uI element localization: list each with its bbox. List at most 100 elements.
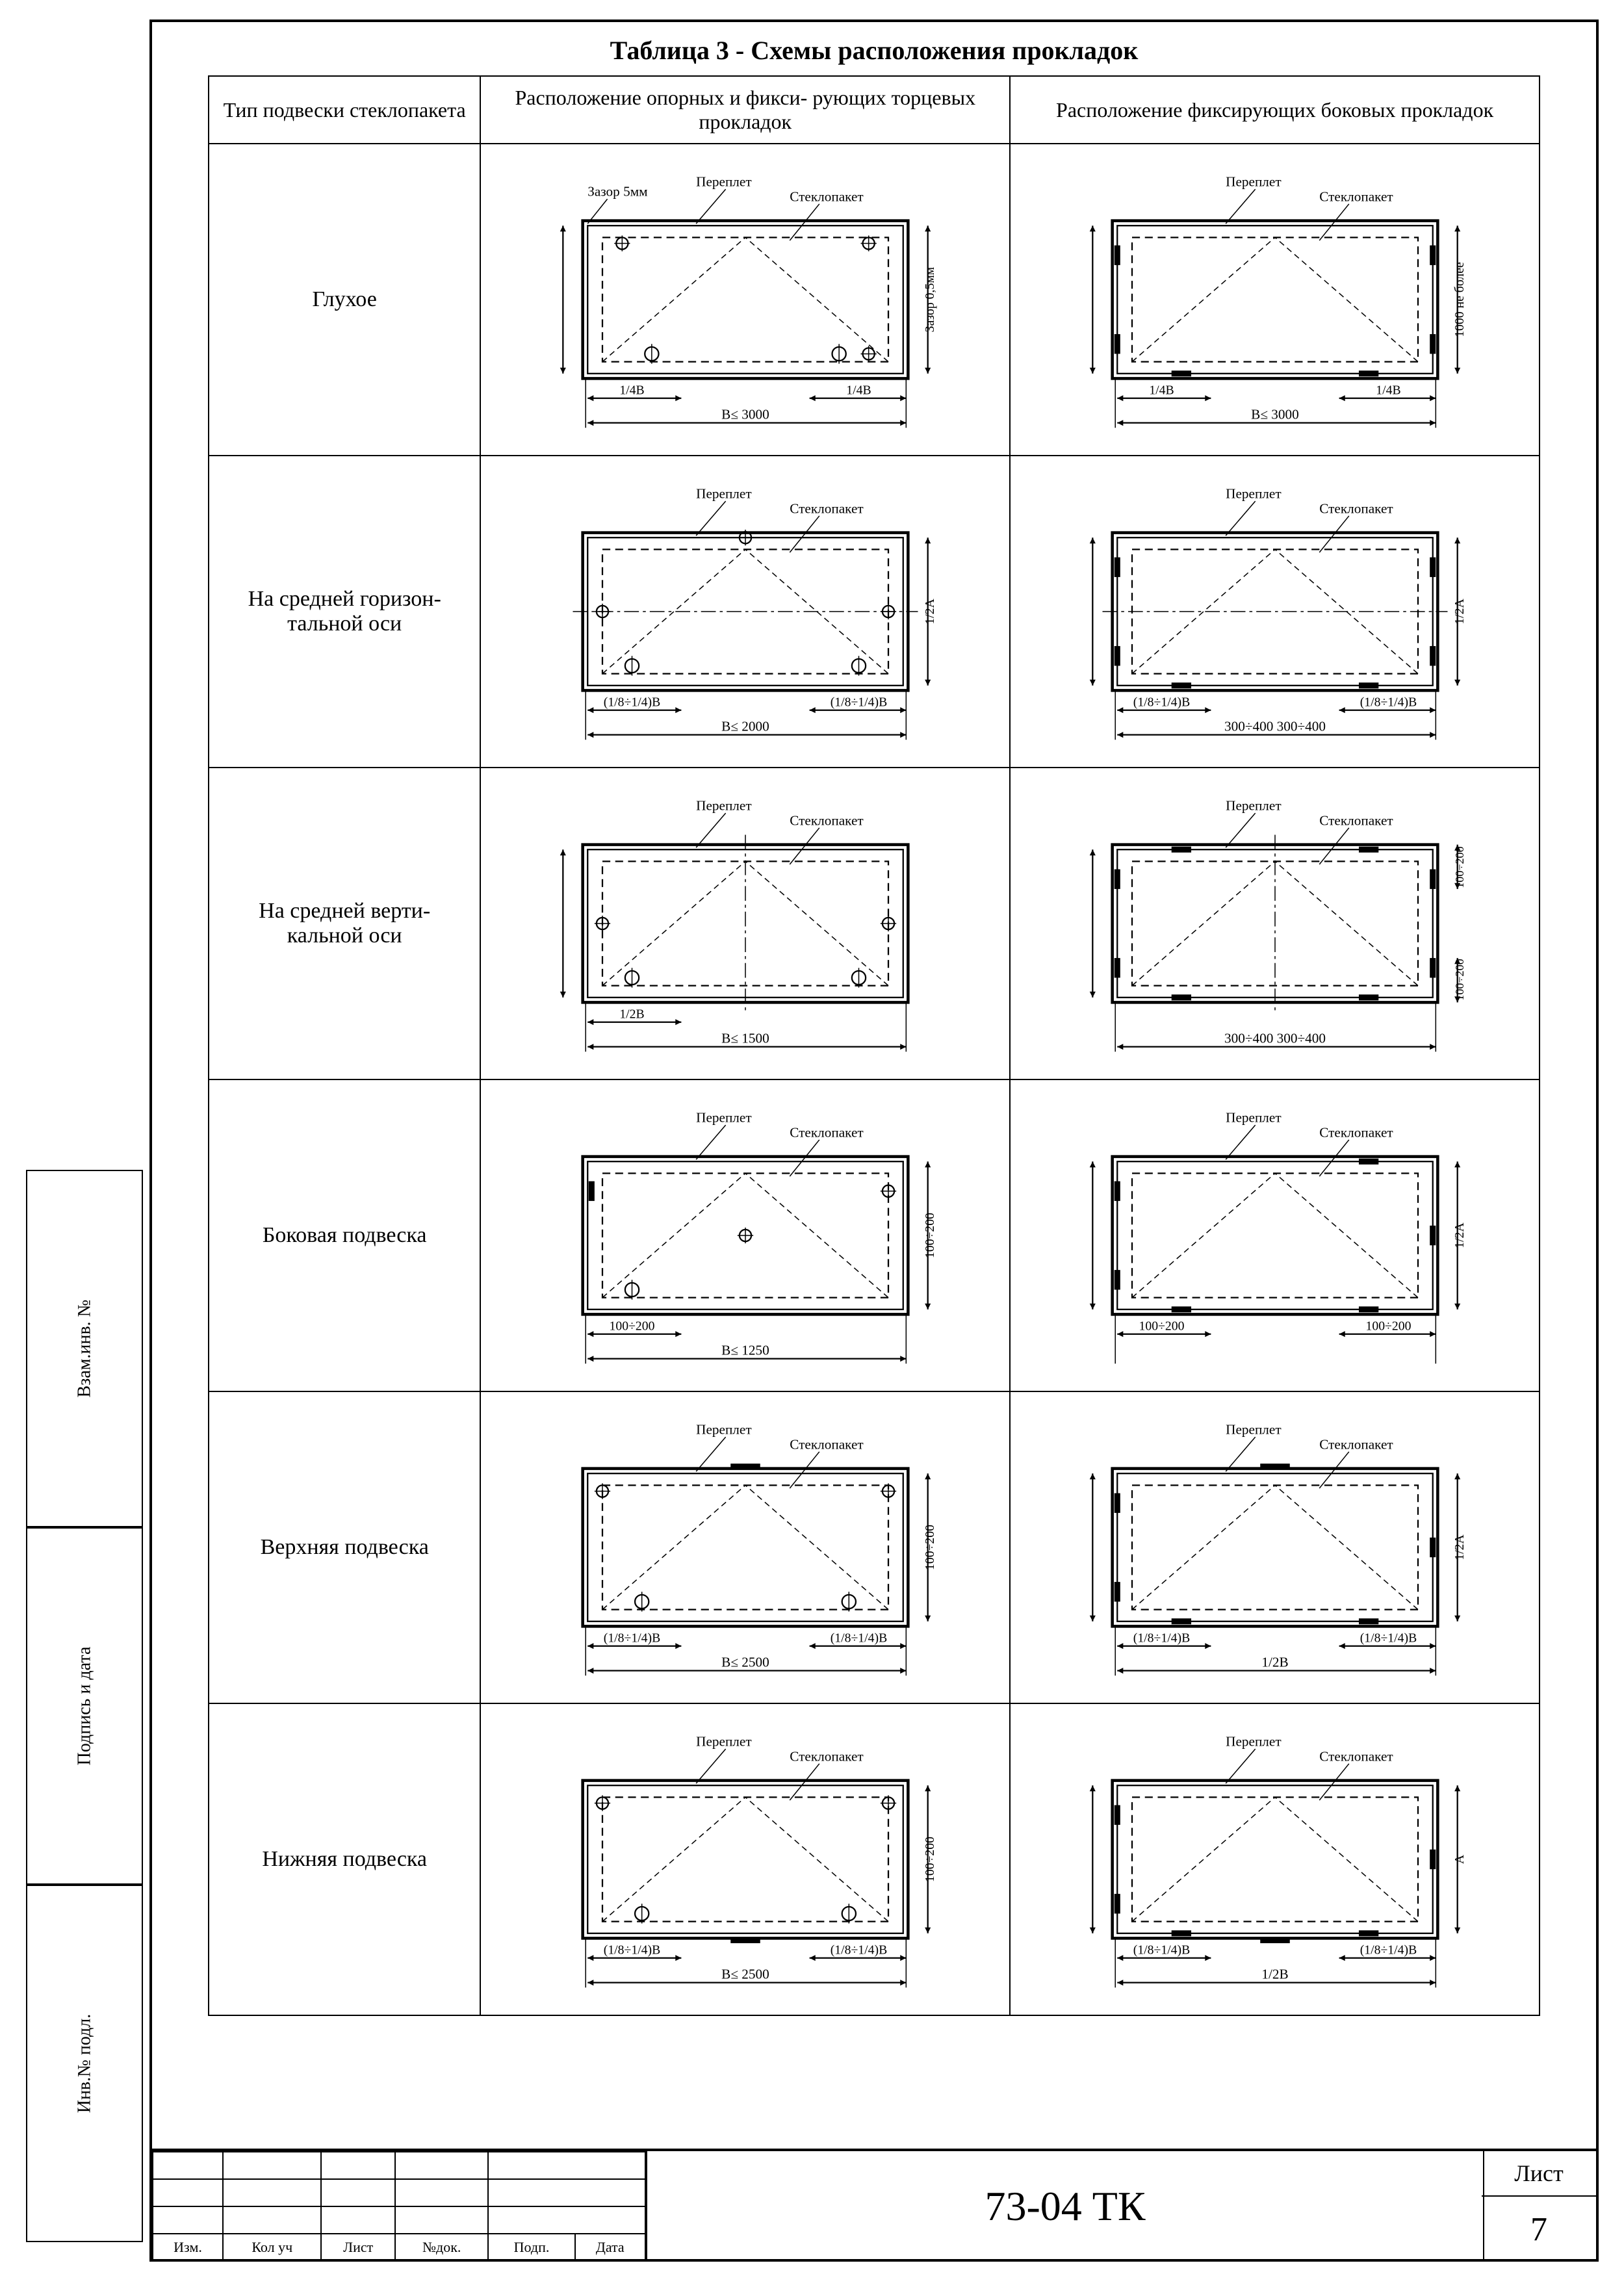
svg-text:Стеклопакет: Стеклопакет (790, 812, 863, 828)
svg-text:100÷200: 100÷200 (923, 1525, 937, 1570)
svg-text:300÷400 300÷400: 300÷400 300÷400 (1224, 1031, 1326, 1046)
svg-text:Стеклопакет: Стеклопакет (790, 1436, 863, 1452)
revision-cell: Дата (575, 2234, 645, 2261)
diagram-side-gaskets: ПереплетСтеклопакет 300÷400 300÷400 1/2А… (1010, 456, 1540, 768)
svg-text:(1/8÷1/4)В: (1/8÷1/4)В (1360, 1631, 1417, 1646)
svg-text:1/4В: 1/4В (619, 383, 644, 398)
table-title: Таблица 3 - Схемы расположения прокладок (152, 35, 1596, 66)
svg-text:В≤ 3000: В≤ 3000 (721, 407, 769, 422)
diagram-side-gaskets: ПереплетСтеклопакет 100÷200 1000 не боле… (1010, 144, 1540, 456)
diagram-side-gaskets: ПереплетСтеклопакет 100÷200 100÷200 1/2А… (1010, 1079, 1540, 1391)
diagram-svg: ПереплетСтеклопакет 300÷400 300÷400 1/2А… (1022, 469, 1528, 755)
svg-text:1/2А: 1/2А (923, 599, 937, 625)
svg-text:В≤ 2500: В≤ 2500 (721, 1967, 769, 1982)
svg-text:А: А (1452, 1854, 1466, 1864)
svg-text:Переплет: Переплет (696, 174, 751, 190)
svg-text:100÷200: 100÷200 (1139, 1319, 1184, 1334)
svg-text:В≤ 1500: В≤ 1500 (721, 1031, 769, 1046)
svg-text:Стеклопакет: Стеклопакет (1319, 500, 1393, 516)
diagram-svg: Переплет Стеклопакет 100÷200 100÷200 В≤ 1… (492, 1092, 999, 1378)
svg-text:Переплет: Переплет (1226, 1422, 1281, 1438)
svg-text:Стеклопакет: Стеклопакет (790, 188, 863, 204)
diagram-svg: ПереплетСтеклопакет 300÷400 300÷400 100÷… (1022, 781, 1528, 1066)
row-label: На средней горизон-тальной оси (209, 456, 480, 768)
revision-block: Изм.Кол учЛист№док.Подп.Дата (152, 2151, 646, 2262)
svg-text:(1/8÷1/4)В: (1/8÷1/4)В (830, 1631, 887, 1646)
revision-cell: Лист (321, 2234, 394, 2261)
svg-text:Стеклопакет: Стеклопакет (790, 1748, 863, 1764)
svg-text:1/2В: 1/2В (619, 1007, 644, 1022)
svg-text:100÷200: 100÷200 (1452, 846, 1465, 888)
row-label: Верхняя подвеска (209, 1391, 480, 1703)
svg-text:100÷200: 100÷200 (923, 1213, 937, 1258)
svg-text:Зазор 0,5мм: Зазор 0,5мм (923, 266, 937, 332)
svg-text:Переплет: Переплет (696, 486, 751, 502)
svg-text:Переплет: Переплет (1226, 798, 1281, 814)
svg-text:1/2В: 1/2В (1261, 1655, 1288, 1670)
diagram-svg: ПереплетСтеклопакет 100÷200 (1/8÷1/4)В (… (492, 1404, 999, 1690)
svg-text:(1/8÷1/4)В: (1/8÷1/4)В (1133, 1943, 1190, 1958)
svg-text:300÷400 300÷400: 300÷400 300÷400 (1224, 719, 1326, 734)
diagram-svg: ПереплетСтеклопакет 100÷200 100÷200 А (1… (1022, 1716, 1528, 2002)
svg-text:100÷200: 100÷200 (1365, 1319, 1411, 1334)
diagram-svg: ПереплетСтеклопакет 100÷200 1000 не боле… (1022, 157, 1528, 443)
svg-text:1/2А: 1/2А (1452, 1222, 1466, 1248)
diagram-svg: ПереплетСтеклопакет 1/2А (1/8÷1/4)В (1/8… (492, 469, 999, 755)
diagram-side-gaskets: ПереплетСтеклопакет 100÷200 100÷200 А (1… (1010, 1703, 1540, 2015)
svg-text:Переплет: Переплет (1226, 1110, 1281, 1126)
svg-text:100÷200: 100÷200 (609, 1319, 654, 1334)
diagram-svg: ПереплетСтеклопакет 100÷200 100÷200 1/2А… (1022, 1404, 1528, 1690)
svg-text:1/2А: 1/2А (1452, 1534, 1466, 1560)
svg-text:(1/8÷1/4)В: (1/8÷1/4)В (604, 695, 661, 710)
row-label: Нижняя подвеска (209, 1703, 480, 2015)
row-label: На средней верти-кальной оси (209, 768, 480, 1079)
title-block: Изм.Кол учЛист№док.Подп.Дата 73-04 ТК Ли… (152, 2149, 1596, 2259)
svg-text:(1/8÷1/4)В: (1/8÷1/4)В (1133, 695, 1190, 710)
row-label: Глухое (209, 144, 480, 456)
svg-text:100÷200: 100÷200 (1452, 959, 1465, 1001)
sheet-number: 7 (1482, 2197, 1596, 2262)
svg-text:Зазор 5мм: Зазор 5мм (587, 184, 647, 200)
svg-text:Стеклопакет: Стеклопакет (790, 1124, 863, 1140)
svg-text:Переплет: Переплет (696, 798, 751, 814)
drawing-frame: Таблица 3 - Схемы расположения прокладок… (149, 19, 1599, 2262)
revision-cell: Кол уч (223, 2234, 321, 2261)
svg-text:Переплет: Переплет (696, 1422, 751, 1438)
svg-text:1/4В: 1/4В (1376, 383, 1400, 398)
diagram-end-gaskets: Переплет Стеклопакет 100÷200 100÷200 В≤ 1… (480, 1079, 1010, 1391)
diagram-end-gaskets: Зазор 5ммПереплетСтеклопакет 100÷200 Заз… (480, 144, 1010, 456)
sidebar-stamp: Инв.№ подл. Подпись и дата Взам.инв. № (26, 1170, 143, 2242)
diagram-svg: ПереплетСтеклопакет 100÷200 1/2В В≤ 1500 (492, 781, 999, 1066)
svg-text:Переплет: Переплет (1226, 486, 1281, 502)
svg-text:(1/8÷1/4)В: (1/8÷1/4)В (830, 1943, 887, 1958)
sheet-label: Лист (1482, 2151, 1596, 2197)
diagram-side-gaskets: ПереплетСтеклопакет 100÷200 100÷200 1/2А… (1010, 1391, 1540, 1703)
header-col1: Тип подвески стеклопакета (209, 76, 480, 144)
header-col2: Расположение опорных и фикси- рующих тор… (480, 76, 1010, 144)
svg-text:В≤ 1250: В≤ 1250 (721, 1343, 769, 1358)
svg-text:В≤ 2000: В≤ 2000 (721, 719, 769, 734)
diagram-end-gaskets: ПереплетСтеклопакет 1/2А (1/8÷1/4)В (1/8… (480, 456, 1010, 768)
table-row: Нижняя подвеска ПереплетСтеклопакет 100÷… (209, 1703, 1540, 2015)
svg-text:Стеклопакет: Стеклопакет (1319, 1748, 1393, 1764)
header-col3: Расположение фиксирующих боковых проклад… (1010, 76, 1540, 144)
table-row: На средней верти-кальной оси ПереплетСте… (209, 768, 1540, 1079)
table-row: Глухое Зазор 5мм ПереплетСтеклопакет 100÷… (209, 144, 1540, 456)
svg-text:1000 не более: 1000 не более (1452, 262, 1466, 337)
document-number: 73-04 ТК (646, 2151, 1484, 2262)
revision-cell: №док. (395, 2234, 489, 2261)
revision-cell: Подп. (488, 2234, 574, 2261)
svg-text:Стеклопакет: Стеклопакет (790, 500, 863, 516)
svg-text:Переплет: Переплет (696, 1734, 751, 1750)
svg-text:1/4В: 1/4В (1149, 383, 1174, 398)
diagram-svg: ПереплетСтеклопакет 100÷200 (1/8÷1/4)В (… (492, 1716, 999, 2002)
svg-text:В≤ 2500: В≤ 2500 (721, 1655, 769, 1670)
row-label: Боковая подвеска (209, 1079, 480, 1391)
svg-text:Переплет: Переплет (696, 1110, 751, 1126)
svg-text:В≤ 3000: В≤ 3000 (1251, 407, 1299, 422)
side-podpis-data: Подпись и дата (26, 1527, 143, 1885)
svg-text:100÷200: 100÷200 (923, 1837, 937, 1882)
diagram-svg: ПереплетСтеклопакет 100÷200 100÷200 1/2А… (1022, 1092, 1528, 1378)
svg-text:(1/8÷1/4)В: (1/8÷1/4)В (1360, 695, 1417, 710)
revision-cell: Изм. (153, 2234, 223, 2261)
